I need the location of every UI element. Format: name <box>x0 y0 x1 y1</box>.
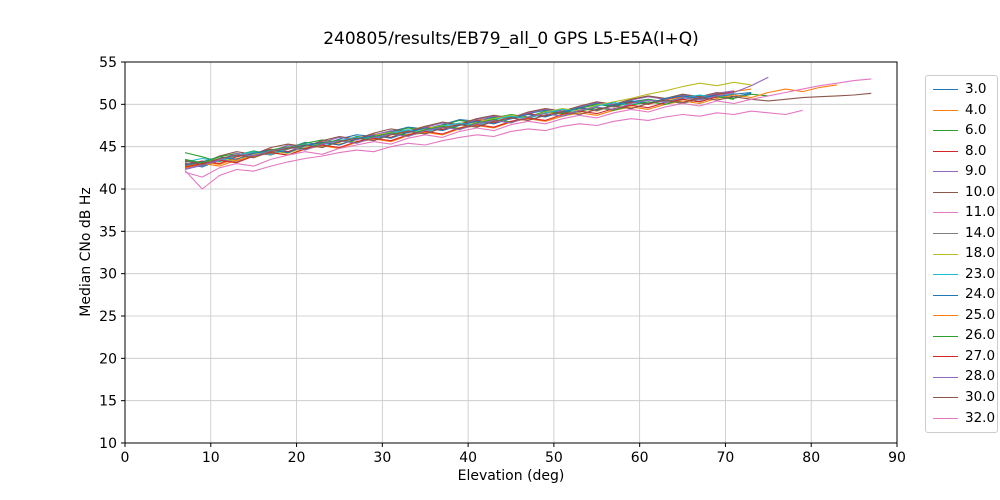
x-tick-label: 20 <box>288 450 306 466</box>
y-tick-label: 45 <box>99 140 117 156</box>
legend-line-swatch <box>933 109 958 111</box>
legend-label: 24.0 <box>965 286 996 303</box>
y-tick-label: 20 <box>99 351 117 367</box>
legend-box: 3.0 4.0 6.0 8.0 9.0 10.0 11.0 14.0 18.0 23.0 24.0 2… <box>925 75 998 433</box>
legend-item-25.0: 25.0 <box>933 308 995 323</box>
y-tick-label: 10 <box>99 436 117 452</box>
legend-label: 23.0 <box>965 265 996 282</box>
x-tick-label: 90 <box>888 450 906 466</box>
legend-label: 3.0 <box>965 81 987 97</box>
legend-label: 4.0 <box>965 101 987 118</box>
legend-line-swatch <box>933 397 958 399</box>
y-tick-label: 55 <box>99 55 117 71</box>
legend-item-11.0: 11.0 <box>933 206 995 220</box>
legend-item-24.0: 24.0 <box>933 288 995 302</box>
legend-item-8.0: 8.0 <box>933 142 991 159</box>
legend-line-swatch <box>933 130 958 132</box>
legend-item-30.0: 30.0 <box>933 390 995 405</box>
x-tick-label: 10 <box>202 450 220 466</box>
legend-label: 32.0 <box>965 409 996 426</box>
x-tick-label: 80 <box>802 450 820 466</box>
legend-line-swatch <box>933 335 958 337</box>
legend-item-27.0: 27.0 <box>933 349 995 364</box>
series-line-27.0 <box>184 96 718 168</box>
y-tick-label: 30 <box>99 267 117 283</box>
legend-label: 26.0 <box>965 327 996 344</box>
legend-item-14.0: 14.0 <box>933 226 995 241</box>
y-tick-label: 50 <box>99 97 117 113</box>
series-line-28.0 <box>184 76 769 171</box>
legend-line-swatch <box>933 171 958 173</box>
y-tick-label: 35 <box>99 224 117 240</box>
legend-label: 10.0 <box>965 183 996 200</box>
legend-label: 6.0 <box>965 122 987 139</box>
y-axis-label: Median CNo dB Hz <box>78 187 94 317</box>
x-axis-label: Elevation (deg) <box>457 468 565 484</box>
legend-line-swatch <box>933 232 958 234</box>
legend-line-swatch <box>933 191 958 193</box>
legend-item-28.0: 28.0 <box>933 370 995 384</box>
legend-label: 14.0 <box>965 224 996 241</box>
x-tick-label: 40 <box>459 450 477 466</box>
x-tick-label: 30 <box>373 450 391 466</box>
y-tick-label: 40 <box>99 182 117 198</box>
y-tick-label: 25 <box>99 309 117 325</box>
series-line-18.0 <box>184 81 752 168</box>
chart-title: 240805/results/EB79_all_0 GPS L5-E5A(I+Q… <box>323 29 699 49</box>
legend-line-swatch <box>933 253 958 255</box>
x-tick-label: 50 <box>545 450 563 466</box>
legend-line-swatch <box>933 417 958 419</box>
legend-label: 27.0 <box>965 347 996 364</box>
series-line-26.0 <box>184 96 735 164</box>
legend-line-swatch <box>933 212 958 214</box>
legend-line-swatch <box>933 150 958 152</box>
legend-line-swatch <box>933 89 958 91</box>
x-tick-label: 70 <box>717 450 735 466</box>
legend-item-9.0: 9.0 <box>933 165 991 179</box>
legend-item-23.0: 23.0 <box>933 267 995 282</box>
legend-label: 28.0 <box>965 368 996 385</box>
legend-item-3.0: 3.0 <box>933 81 991 97</box>
series-line-30.0 <box>184 92 872 165</box>
legend-label: 9.0 <box>965 163 987 180</box>
legend-line-swatch <box>933 315 958 317</box>
legend-label: 18.0 <box>965 245 996 262</box>
legend-item-26.0: 26.0 <box>933 329 995 343</box>
legend-item-32.0: 32.0 <box>933 411 995 426</box>
x-tick-label: 0 <box>121 450 130 466</box>
legend-item-10.0: 10.0 <box>933 185 995 200</box>
x-tick-label: 60 <box>631 450 649 466</box>
legend-label: 25.0 <box>965 306 996 323</box>
legend-label: 11.0 <box>965 204 996 221</box>
legend-line-swatch <box>933 274 958 276</box>
y-tick-label: 15 <box>99 394 117 410</box>
series-line-11.0 <box>184 109 803 190</box>
series-line-23.0 <box>184 92 735 163</box>
legend-item-6.0: 6.0 <box>933 124 991 138</box>
legend-line-swatch <box>933 356 958 358</box>
legend-line-swatch <box>933 294 958 296</box>
series-line-32.0 <box>184 78 872 178</box>
axes-spines <box>124 61 898 444</box>
legend-line-swatch <box>933 376 958 378</box>
legend-item-4.0: 4.0 <box>933 101 991 118</box>
legend-item-18.0: 18.0 <box>933 247 995 261</box>
legend-label: 30.0 <box>965 388 996 405</box>
legend-label: 8.0 <box>965 142 987 159</box>
